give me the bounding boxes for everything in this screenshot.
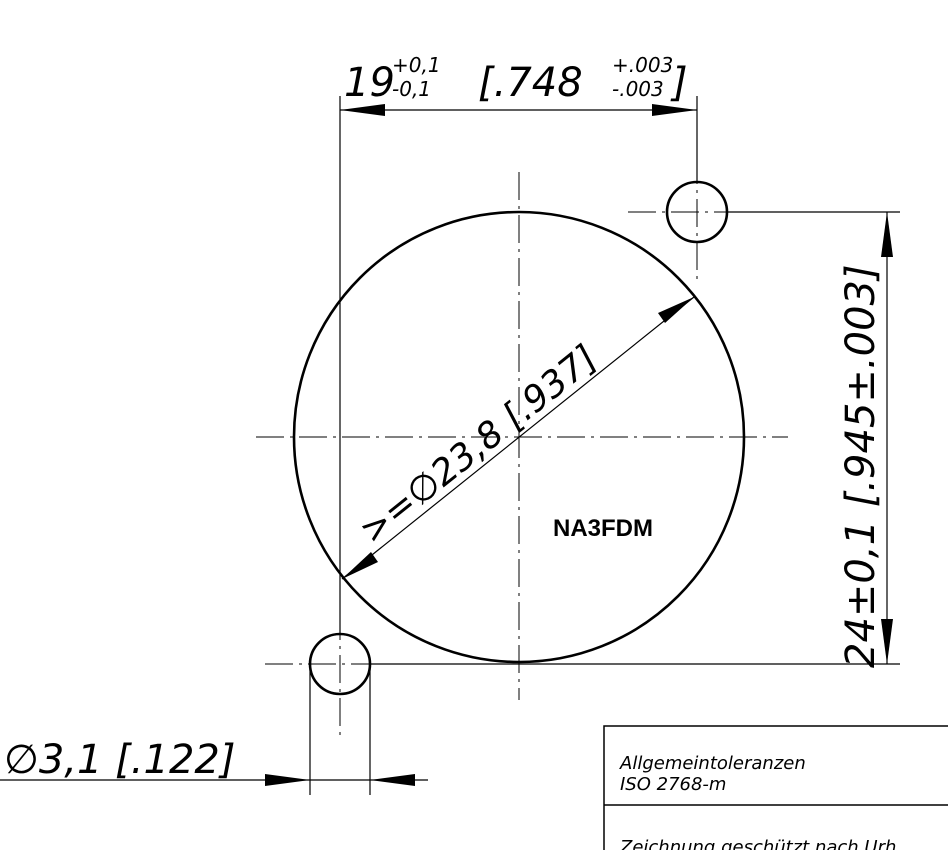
- diameter-dimension-line: [341, 296, 695, 580]
- part-label: NA3FDM: [553, 515, 653, 542]
- hole-spacing-tol-upper: +0,1: [392, 53, 441, 77]
- hole-dim-arrow-left: [265, 774, 310, 786]
- dimension-arrow-top: [881, 212, 893, 257]
- title-block-copyright: Zeichnung geschützt nach Urh: [619, 837, 896, 850]
- diameter-arrow-lower: [342, 552, 378, 579]
- hole-spacing-inch-close: ]: [670, 60, 688, 106]
- diameter-arrow-upper: [658, 297, 694, 323]
- title-block-tolerances: Allgemeintoleranzen: [619, 753, 806, 774]
- vertical-spacing-text: 24±0,1 [.945±.003]: [838, 264, 884, 668]
- hole-spacing-inch-tol-upper: +.003: [612, 53, 673, 77]
- hole-spacing-inch-tol-lower: -.003: [612, 77, 664, 101]
- dimension-arrow-left: [340, 104, 385, 116]
- hole-spacing-nominal: 19: [344, 60, 395, 106]
- dimension-arrow-right: [652, 104, 697, 116]
- hole-spacing-inch: [.748: [478, 60, 583, 106]
- dimension-arrow-bottom: [881, 619, 893, 664]
- title-block-frame: [603, 725, 948, 850]
- hole-spacing-tol-lower: -0,1: [392, 77, 431, 101]
- hole-dim-arrow-right: [370, 774, 415, 786]
- hole-diameter-text: ∅3,1 [.122]: [4, 737, 235, 783]
- title-block-iso: ISO 2768-m: [620, 774, 726, 795]
